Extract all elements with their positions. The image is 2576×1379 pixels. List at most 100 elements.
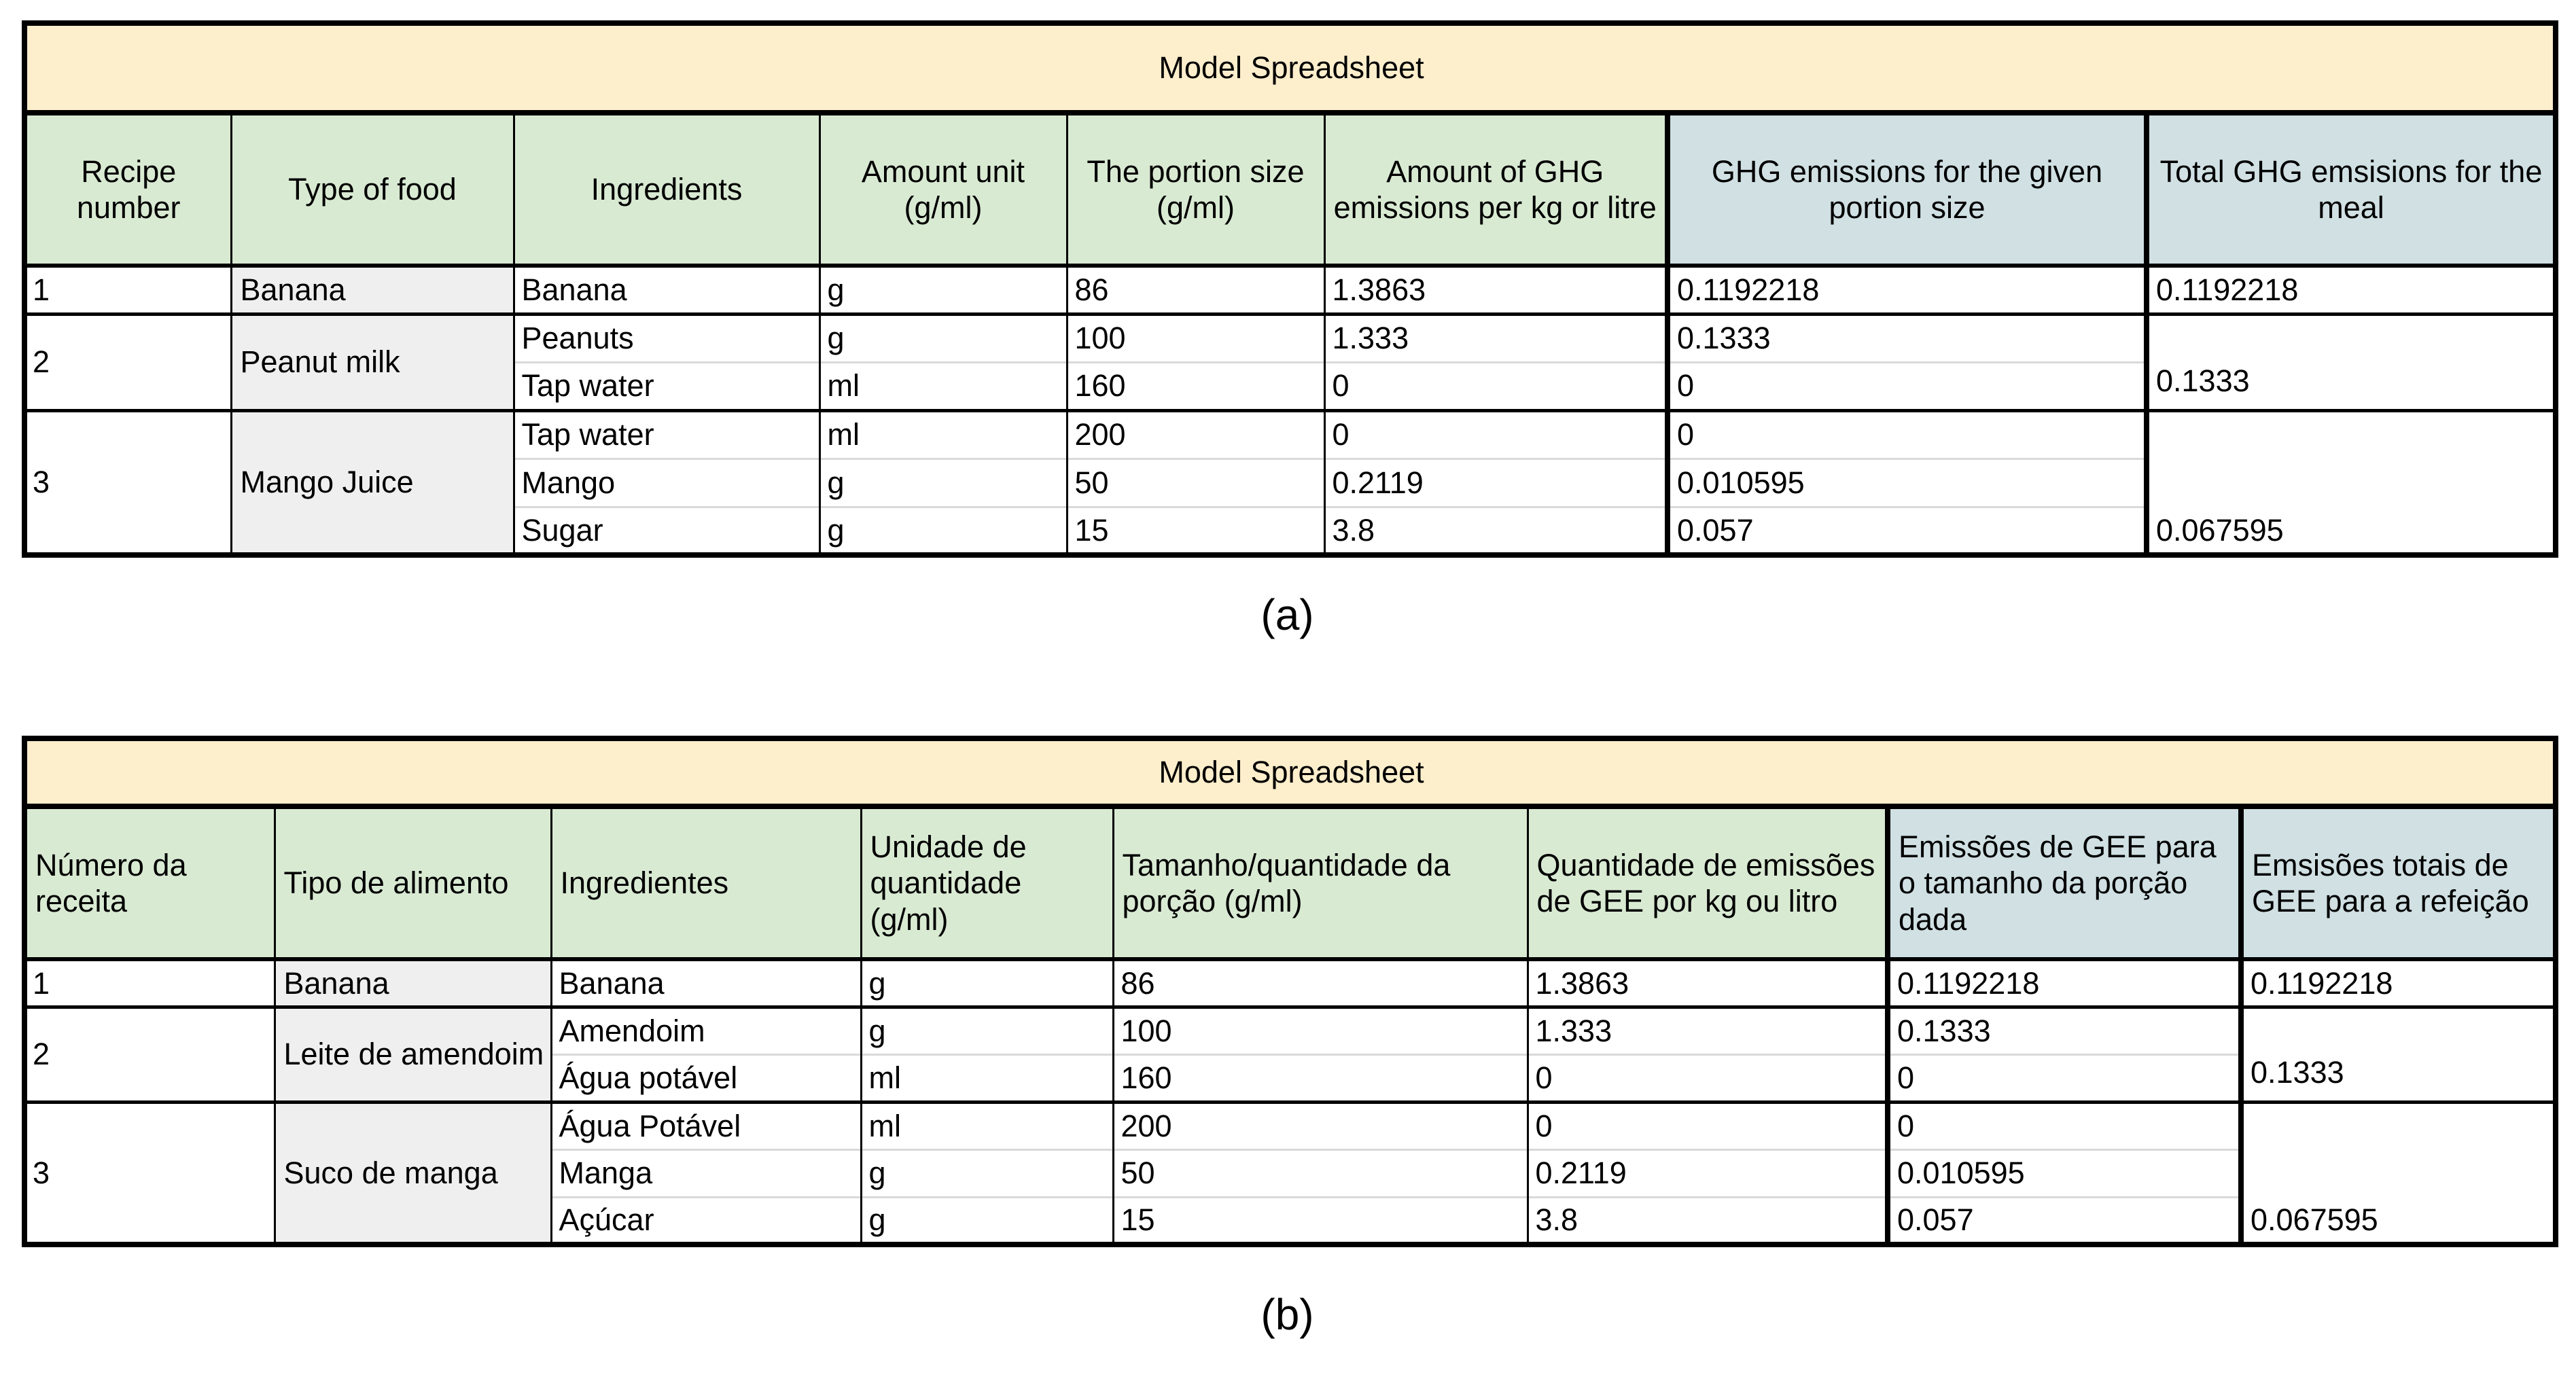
header-total-emissions: Emsisões totais de GEE para a refeição [2238, 806, 2556, 961]
cell-emissions-per-kg: 0 [1323, 361, 1668, 410]
cell-emissions-per-kg: 3.8 [1323, 505, 1668, 555]
cell-portion-size: 100 [1112, 1005, 1528, 1054]
cell-portion-size: 200 [1112, 1100, 1528, 1149]
cell-emissions-per-kg: 0.2119 [1526, 1148, 1888, 1197]
cell-emissions-per-kg: 0 [1526, 1053, 1888, 1102]
cell-portion-size: 15 [1065, 505, 1324, 555]
cell-portion-size: 86 [1065, 266, 1324, 314]
figure-caption-b: (b) [1260, 1290, 1314, 1339]
cell-total-emissions: 0.1192218 [2238, 959, 2556, 1007]
cell-amount-unit: g [860, 1196, 1113, 1244]
cell-ingredient: Água potável [550, 1053, 861, 1102]
cell-portion-size: 50 [1112, 1148, 1528, 1197]
header-recipe-number: Recipe number [23, 113, 231, 268]
cell-portion-emissions: 0.010595 [1665, 457, 2147, 507]
table-row: 1 Banana Banana g 86 1.3863 0.1192218 0.… [23, 266, 2556, 314]
header-type-of-food: Tipo de alimento [273, 806, 551, 961]
cell-emissions-per-kg: 0 [1526, 1100, 1888, 1149]
cell-portion-emissions: 0.010595 [1885, 1148, 2241, 1197]
cell-emissions-per-kg: 1.3863 [1323, 266, 1668, 314]
cell-ingredient: Sugar [512, 505, 819, 555]
cell-portion-size: 160 [1065, 361, 1324, 410]
table-row: Água potável ml 160 0 0 [24, 1053, 2556, 1102]
table-row: 1 Banana Banana g 86 1.3863 0.1192218 0.… [23, 959, 2556, 1007]
table-row: Manga g 50 0.2119 0.010595 [24, 1148, 2556, 1197]
cell-recipe-number: 3 [23, 408, 231, 555]
cell-portion-size: 50 [1065, 457, 1324, 507]
cell-ingredient: Amendoim [550, 1005, 861, 1054]
cell-total-emissions: 0.1333 [2143, 312, 2556, 410]
cell-ingredient: Tap water [512, 408, 819, 459]
cell-portion-emissions: 0 [1885, 1053, 2241, 1102]
cell-ingredient: Mango [512, 457, 819, 507]
header-portion-size: The portion size (g/ml) [1065, 113, 1324, 268]
header-row: Número da receita Tipo de alimento Ingre… [23, 806, 2556, 961]
cell-type-of-food: Banana [273, 959, 551, 1007]
cell-amount-unit: ml [818, 361, 1067, 410]
cell-amount-unit: ml [818, 408, 1067, 459]
table-row: 2 Leite de amendoim Amendoim g 100 1.333… [23, 1005, 2556, 1102]
cell-amount-unit: g [818, 312, 1067, 362]
cell-amount-unit: g [860, 1148, 1113, 1197]
header-amount-unit: Unidade de quantidade (g/ml) [860, 806, 1113, 961]
cell-recipe-number: 1 [23, 266, 231, 314]
cell-recipe-number: 2 [23, 1005, 275, 1102]
header-emissions-per-kg: Quantidade de emissões de GEE por kg ou … [1526, 806, 1888, 961]
cell-ingredient: Banana [512, 266, 819, 314]
table-row: Açúcar g 15 3.8 0.057 [24, 1196, 2556, 1244]
header-emissions-per-kg: Amount of GHG emissions per kg or litre [1323, 113, 1668, 268]
sheet-title: Model Spreadsheet [23, 23, 2556, 115]
header-ingredients: Ingredientes [550, 806, 861, 961]
cell-recipe-number: 1 [23, 959, 275, 1007]
header-recipe-number: Número da receita [23, 806, 275, 961]
cell-portion-emissions: 0.1333 [1665, 312, 2147, 362]
cell-recipe-number: 2 [23, 312, 231, 410]
cell-amount-unit: ml [860, 1053, 1113, 1102]
cell-portion-size: 100 [1065, 312, 1324, 362]
header-portion-emissions: Emissões de GEE para o tamanho da porção… [1885, 806, 2241, 961]
cell-emissions-per-kg: 0.2119 [1323, 457, 1668, 507]
spreadsheet-table-english: Model Spreadsheet Recipe number Type of … [22, 20, 2559, 558]
cell-portion-emissions: 0.1333 [1885, 1005, 2241, 1054]
cell-portion-emissions: 0.057 [1665, 505, 2147, 555]
cell-ingredient: Água Potável [550, 1100, 861, 1149]
cell-portion-emissions: 0.1192218 [1665, 266, 2147, 314]
sheet-title: Model Spreadsheet [23, 738, 2556, 809]
cell-ingredient: Manga [550, 1148, 861, 1197]
table-row: Sugar g 15 3.8 0.057 [24, 505, 2556, 555]
cell-amount-unit: g [818, 505, 1067, 555]
cell-type-of-food: Mango Juice [230, 408, 514, 555]
cell-portion-emissions: 0 [1885, 1100, 2241, 1149]
cell-emissions-per-kg: 0 [1323, 408, 1668, 459]
header-type-of-food: Type of food [230, 113, 514, 268]
table-row: Tap water ml 160 0 0 [24, 361, 2556, 410]
header-row: Recipe number Type of food Ingredients A… [23, 113, 2556, 268]
cell-total-emissions: 0.1333 [2238, 1005, 2556, 1102]
cell-ingredient: Tap water [512, 361, 819, 410]
cell-type-of-food: Leite de amendoim [273, 1005, 551, 1102]
figure-caption-a: (a) [1260, 590, 1314, 639]
cell-amount-unit: g [818, 266, 1067, 314]
cell-portion-size: 160 [1112, 1053, 1528, 1102]
table-row: 3 Suco de manga Água Potável ml 200 0 0 … [23, 1100, 2556, 1244]
cell-amount-unit: g [860, 959, 1113, 1007]
cell-portion-emissions: 0 [1665, 361, 2147, 410]
cell-total-emissions: 0.067595 [2143, 408, 2556, 555]
cell-amount-unit: g [860, 1005, 1113, 1054]
cell-ingredient: Açúcar [550, 1196, 861, 1244]
cell-portion-emissions: 0.057 [1885, 1196, 2241, 1244]
cell-ingredient: Peanuts [512, 312, 819, 362]
header-portion-size: Tamanho/quantidade da porção (g/ml) [1112, 806, 1528, 961]
cell-total-emissions: 0.067595 [2238, 1100, 2556, 1244]
cell-emissions-per-kg: 1.333 [1526, 1005, 1888, 1054]
cell-type-of-food: Peanut milk [230, 312, 514, 410]
table-row: 3 Mango Juice Tap water ml 200 0 0 0.067… [23, 408, 2556, 555]
cell-portion-emissions: 0.1192218 [1885, 959, 2241, 1007]
cell-portion-size: 15 [1112, 1196, 1528, 1244]
cell-total-emissions: 0.1192218 [2143, 266, 2556, 314]
cell-amount-unit: g [818, 457, 1067, 507]
cell-recipe-number: 3 [23, 1100, 275, 1244]
cell-type-of-food: Suco de manga [273, 1100, 551, 1244]
cell-portion-size: 200 [1065, 408, 1324, 459]
cell-amount-unit: ml [860, 1100, 1113, 1149]
